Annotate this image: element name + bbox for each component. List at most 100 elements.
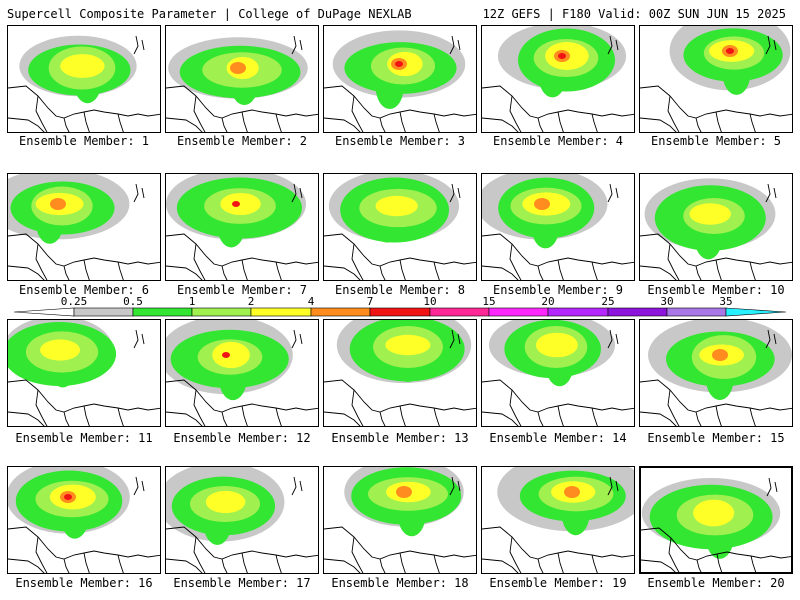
coastline-border xyxy=(117,113,124,132)
coastline-border xyxy=(275,113,282,132)
coastline-border xyxy=(591,261,598,280)
ensemble-map-panel xyxy=(7,173,161,281)
coastline-border xyxy=(607,35,619,55)
ensemble-map-panel xyxy=(481,319,635,427)
coastline-border xyxy=(166,411,203,426)
coastline-border xyxy=(399,405,406,426)
colorbar-segment xyxy=(607,307,668,317)
ensemble-member-label: Ensemble Member: 16 xyxy=(15,576,153,590)
coastline-border xyxy=(640,411,677,426)
ensemble-member-label: Ensemble Member: 8 xyxy=(334,283,466,297)
ensemble-member-label: Ensemble Member: 6 xyxy=(18,283,150,297)
coastline-border xyxy=(291,183,303,203)
coastline-border xyxy=(696,559,702,572)
coastline-border xyxy=(640,117,677,132)
coastline-border xyxy=(221,558,228,573)
ensemble-map-panel xyxy=(165,466,319,574)
ensemble-member-label: Ensemble Member: 12 xyxy=(173,431,311,445)
coastline-border xyxy=(715,405,722,426)
coastline-border xyxy=(324,265,361,280)
coastline-border xyxy=(35,389,48,426)
coastline-border xyxy=(133,329,145,349)
scp-shading-map xyxy=(166,320,318,426)
coastline-border xyxy=(291,329,303,349)
ensemble-member-label: Ensemble Member: 9 xyxy=(492,283,624,297)
ensemble-map-panel xyxy=(7,25,161,133)
colorbar-tick-label: 2 xyxy=(248,295,255,308)
scp-shading-map xyxy=(482,467,634,573)
coastline-border xyxy=(351,389,364,426)
ensemble-member-label: Ensemble Member: 19 xyxy=(489,576,627,590)
coastline-border xyxy=(117,407,124,426)
coastline-border xyxy=(193,389,206,426)
ensemble-map-panel xyxy=(7,466,161,574)
colorbar-segment xyxy=(191,307,252,317)
coastline-border xyxy=(766,477,778,497)
coastline-border xyxy=(715,111,722,132)
coastline-border xyxy=(749,261,756,280)
coastline-border xyxy=(537,265,544,280)
scp-contour-fill xyxy=(205,490,246,514)
scp-shading-map xyxy=(640,178,792,280)
scp-contour-fill xyxy=(230,62,246,74)
ensemble-map-panel xyxy=(639,466,793,574)
coastline-border xyxy=(193,536,206,573)
coastline-border xyxy=(449,329,461,349)
map-title: Supercell Composite Parameter | College … xyxy=(7,7,412,21)
coastline-border xyxy=(324,117,361,132)
coastline-border xyxy=(509,95,522,132)
ensemble-member-label: Ensemble Member: 7 xyxy=(176,283,308,297)
ensemble-map-panel xyxy=(7,319,161,427)
coastline-border xyxy=(433,407,440,426)
coastline-border xyxy=(607,183,619,203)
coastline-border xyxy=(641,559,676,572)
coastline-border xyxy=(695,411,702,426)
coastline-border xyxy=(591,554,598,573)
ensemble-member-label: Ensemble Member: 15 xyxy=(647,431,785,445)
colorbar-tick-label: 0.5 xyxy=(123,295,143,308)
ensemble-map-panel xyxy=(323,173,477,281)
coastline-border xyxy=(63,558,70,573)
scp-contour-fill xyxy=(564,486,580,498)
coastline-border xyxy=(83,405,90,426)
scp-contour-fill xyxy=(726,48,734,54)
coastline-border xyxy=(193,95,206,132)
coastline-border xyxy=(695,265,702,280)
coastline-border xyxy=(324,411,361,426)
coastline-border xyxy=(241,552,248,573)
colorbar-segment xyxy=(73,307,134,317)
scp-shading-map xyxy=(166,35,318,132)
coastline-border xyxy=(765,183,777,203)
coastline-border xyxy=(117,554,124,573)
scp-shading-map xyxy=(641,477,791,572)
scp-contour-fill xyxy=(220,192,261,216)
coastline-border xyxy=(537,117,544,132)
scp-contour-fill xyxy=(60,54,105,78)
coastline-border xyxy=(482,558,519,573)
scp-shading-map xyxy=(324,467,476,573)
colorbar-tick-label: 15 xyxy=(482,295,495,308)
scp-shading-map xyxy=(482,174,634,280)
colorbar-segment xyxy=(429,307,490,317)
coastline-border xyxy=(509,243,522,280)
ensemble-map-panel xyxy=(639,25,793,133)
scp-contour-fill xyxy=(693,499,735,527)
coastline-border xyxy=(509,536,522,573)
coastline-border xyxy=(482,411,519,426)
ensemble-map-panel xyxy=(323,25,477,133)
coastline-border xyxy=(117,261,124,280)
coastline-border xyxy=(399,552,406,573)
coastline-border xyxy=(433,554,440,573)
colorbar-segment xyxy=(488,307,549,317)
scp-shading-map xyxy=(324,30,476,132)
scp-shading-map xyxy=(640,320,792,426)
colorbar-segment xyxy=(132,307,193,317)
coastline-border xyxy=(379,411,386,426)
coastline-border xyxy=(63,117,70,132)
ensemble-map-panel xyxy=(639,173,793,281)
coastline-border xyxy=(83,552,90,573)
ensemble-member-label: Ensemble Member: 20 xyxy=(647,576,785,590)
coastline-border xyxy=(749,113,756,132)
coastline-border xyxy=(166,117,203,132)
coastline-border xyxy=(351,243,364,280)
